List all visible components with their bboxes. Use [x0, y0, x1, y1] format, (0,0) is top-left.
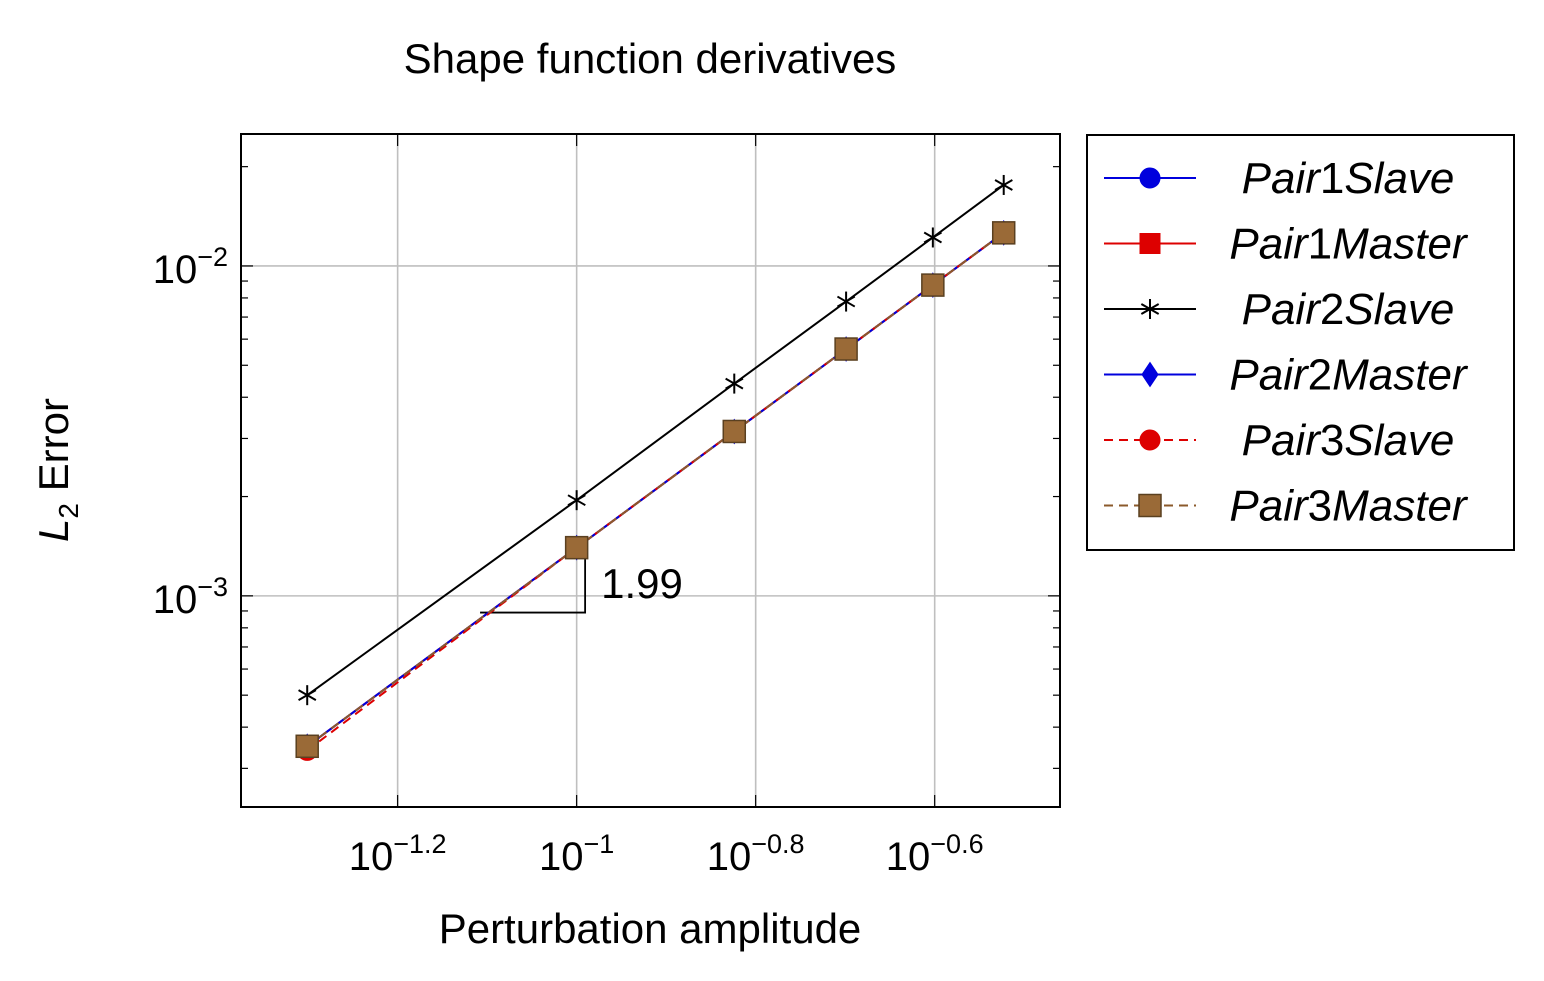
data-point: [298, 685, 317, 706]
data-point: [921, 273, 945, 297]
slope-triangle-lines: [480, 541, 587, 614]
data-point: [722, 419, 747, 444]
legend-marker: [1141, 361, 1159, 388]
y-axis-label: L2 Error: [30, 398, 84, 542]
series-line: [306, 184, 1005, 696]
slope-label: 1.99: [601, 560, 683, 607]
x-tick-label: 10−0.6: [886, 829, 984, 879]
data-point: [994, 174, 1013, 195]
data-point: [836, 291, 856, 312]
chart-title: Shape function derivatives: [404, 35, 897, 82]
y-axis-label-rest: Error: [30, 398, 77, 503]
legend: Pair1Slave Pair1Master Pair2Slave Pair2Mast…: [1086, 134, 1515, 551]
legend-label: Pair2Slave: [1242, 285, 1455, 334]
legend-marker: [1140, 299, 1160, 319]
legend-marker: [1139, 233, 1161, 254]
plot-frame: [240, 133, 1061, 808]
y-tick-labels: 10−2 10−3: [153, 242, 228, 622]
data-point: [834, 337, 858, 361]
data-point: [567, 490, 586, 511]
legend-marker: [1139, 429, 1161, 451]
legend-label: Pair1Slave: [1242, 154, 1455, 203]
x-tick-labels: 10−1.2 10−1 10−0.8 10−0.6: [349, 829, 984, 879]
data-point: [923, 227, 943, 248]
y-axis-label-sub: 2: [53, 503, 84, 519]
legend-marker: [1138, 493, 1162, 518]
minor-ticks: [241, 134, 1060, 807]
x-tick-label: 10−0.8: [707, 829, 805, 879]
legend-entry: Pair1Slave: [1104, 154, 1454, 203]
legend-entry: Pair1Master: [1104, 220, 1469, 269]
series-Pair3Master: [295, 221, 1016, 759]
data-point: [295, 734, 319, 759]
y-tick-label: 10−2: [153, 242, 228, 292]
legend-entry: Pair2Slave: [1104, 285, 1454, 334]
legend-label: Pair3Slave: [1242, 416, 1455, 465]
x-tick-label: 10−1: [539, 829, 614, 879]
x-axis-label: Perturbation amplitude: [439, 905, 862, 952]
svg-text:L2 Error: L2 Error: [30, 398, 84, 542]
grid-lines: [241, 134, 1060, 807]
legend-entry: Pair3Master: [1104, 482, 1469, 531]
y-axis-label-main: L: [30, 519, 77, 542]
series-line: [306, 232, 1005, 748]
y-tick-label: 10−3: [153, 572, 228, 622]
legend-label: Pair2Master: [1229, 351, 1469, 400]
slope-triangle: 1.99: [480, 541, 683, 614]
legend-marker: [1139, 167, 1161, 189]
data-point: [564, 535, 589, 560]
series-Pair2Slave: [298, 174, 1013, 706]
data-point: [991, 221, 1016, 245]
data-point: [725, 373, 744, 394]
legend-entry: Pair2Master: [1104, 351, 1469, 400]
legend-entry: Pair3Slave: [1104, 416, 1454, 465]
x-tick-label: 10−1.2: [349, 829, 447, 879]
legend-box: [1086, 134, 1515, 551]
legend-label: Pair1Master: [1229, 220, 1469, 269]
series-layer: [295, 174, 1016, 761]
legend-label: Pair3Master: [1229, 482, 1469, 531]
